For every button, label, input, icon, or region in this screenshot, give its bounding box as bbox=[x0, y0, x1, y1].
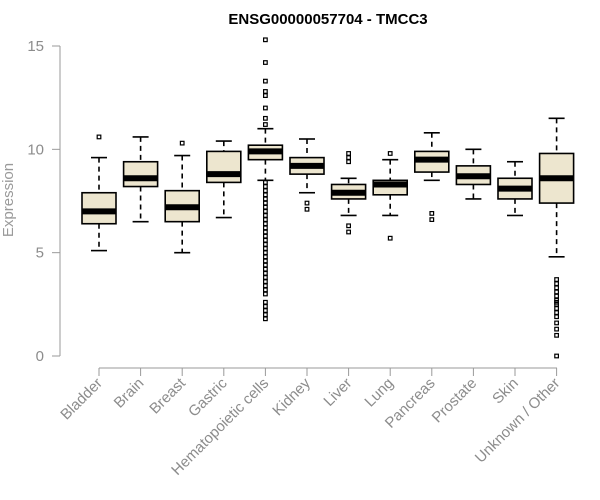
outlier-point bbox=[263, 275, 268, 280]
outlier-point bbox=[263, 89, 268, 94]
iqr-box bbox=[122, 160, 159, 188]
outlier-point bbox=[263, 217, 268, 223]
outlier-point bbox=[263, 242, 268, 247]
outlier-point bbox=[387, 151, 393, 156]
box-breast bbox=[164, 140, 200, 254]
box-unknown-other bbox=[538, 117, 575, 359]
y-axis-ticks: 0 5 10 15 bbox=[27, 38, 60, 365]
outlier-point bbox=[554, 293, 559, 299]
outlier-point bbox=[263, 122, 268, 127]
outlier-point bbox=[263, 291, 268, 297]
outlier-point bbox=[346, 155, 351, 161]
box-liver bbox=[330, 151, 367, 235]
outlier-point bbox=[346, 229, 351, 235]
outlier-point bbox=[263, 221, 268, 227]
outlier-point bbox=[554, 285, 559, 291]
outlier-point bbox=[263, 316, 268, 322]
outlier-point bbox=[96, 134, 102, 140]
outlier-point bbox=[554, 277, 559, 282]
outlier-point bbox=[554, 314, 559, 320]
chart-title: ENSG00000057704 - TMCC3 bbox=[228, 11, 427, 28]
outlier-point bbox=[263, 279, 268, 284]
x-tick-label: Bladder bbox=[57, 375, 106, 424]
box-group bbox=[81, 37, 575, 359]
outlier-point bbox=[554, 332, 559, 338]
box-bladder bbox=[81, 134, 117, 252]
y-tick-label: 15 bbox=[27, 38, 44, 55]
outlier-point bbox=[263, 262, 268, 268]
outlier-point bbox=[346, 151, 351, 156]
outlier-point bbox=[304, 206, 310, 212]
outlier-point bbox=[263, 37, 268, 43]
y-axis-title: Expression bbox=[0, 163, 17, 237]
outlier-point bbox=[263, 233, 268, 239]
x-tick-label: Breast bbox=[146, 374, 189, 417]
outlier-point bbox=[263, 266, 268, 272]
outlier-point bbox=[263, 304, 268, 309]
outlier-point bbox=[263, 254, 268, 260]
outlier-point bbox=[263, 308, 268, 313]
outlier-point bbox=[263, 225, 268, 231]
outlier-point bbox=[263, 213, 268, 218]
outlier-point bbox=[263, 229, 268, 235]
outlier-point bbox=[304, 200, 310, 206]
y-tick-label: 0 bbox=[36, 348, 44, 365]
y-tick-label: 10 bbox=[27, 141, 44, 158]
x-tick-label: Kidney bbox=[269, 374, 314, 419]
outlier-point bbox=[263, 200, 268, 206]
outlier-point bbox=[554, 281, 559, 287]
outlier-point bbox=[554, 326, 559, 332]
outlier-point bbox=[179, 140, 185, 146]
x-tick-label: Brain bbox=[111, 375, 148, 412]
outlier-point bbox=[263, 115, 268, 121]
box-lung bbox=[372, 151, 409, 241]
outlier-point bbox=[429, 211, 435, 216]
outlier-point bbox=[554, 310, 559, 315]
x-tick-label: Liver bbox=[320, 375, 355, 410]
outlier-point bbox=[263, 270, 268, 276]
iqr-box bbox=[206, 150, 242, 184]
outlier-point bbox=[263, 180, 268, 185]
box-gastric bbox=[206, 140, 242, 219]
outlier-point bbox=[263, 283, 268, 289]
x-tick-label: Lung bbox=[361, 375, 397, 411]
outlier-point bbox=[346, 159, 351, 165]
outlier-point bbox=[387, 235, 393, 241]
iqr-box bbox=[81, 191, 117, 225]
outlier-point bbox=[263, 246, 268, 251]
outlier-point bbox=[263, 78, 268, 84]
outlier-point bbox=[263, 287, 268, 293]
outlier-point bbox=[263, 299, 268, 305]
box-kidney bbox=[289, 138, 325, 212]
box-prostate bbox=[455, 148, 492, 200]
outlier-point bbox=[263, 105, 268, 111]
outlier-point bbox=[554, 289, 559, 295]
outlier-point bbox=[263, 60, 268, 65]
box-brain bbox=[122, 136, 159, 223]
outlier-point bbox=[346, 223, 351, 229]
outlier-point bbox=[554, 353, 559, 359]
outlier-point bbox=[263, 258, 268, 264]
outlier-point bbox=[429, 217, 435, 223]
outlier-point bbox=[554, 306, 559, 311]
outlier-point bbox=[263, 208, 268, 214]
outlier-point bbox=[263, 237, 268, 243]
outlier-point bbox=[263, 204, 268, 210]
outlier-point bbox=[263, 188, 268, 194]
outlier-point bbox=[263, 312, 268, 318]
x-tick-label: Prostate bbox=[429, 375, 481, 427]
y-tick-label: 5 bbox=[36, 245, 44, 262]
outlier-point bbox=[554, 320, 559, 326]
box-skin bbox=[497, 160, 533, 217]
outlier-point bbox=[263, 184, 268, 189]
outlier-point bbox=[263, 196, 268, 202]
outlier-point bbox=[263, 93, 268, 99]
x-tick-label: Skin bbox=[489, 375, 522, 408]
box-pancreas bbox=[413, 132, 450, 223]
outlier-point bbox=[263, 192, 268, 198]
box-hematopoietic-cells bbox=[247, 37, 284, 322]
outlier-point bbox=[263, 250, 268, 256]
